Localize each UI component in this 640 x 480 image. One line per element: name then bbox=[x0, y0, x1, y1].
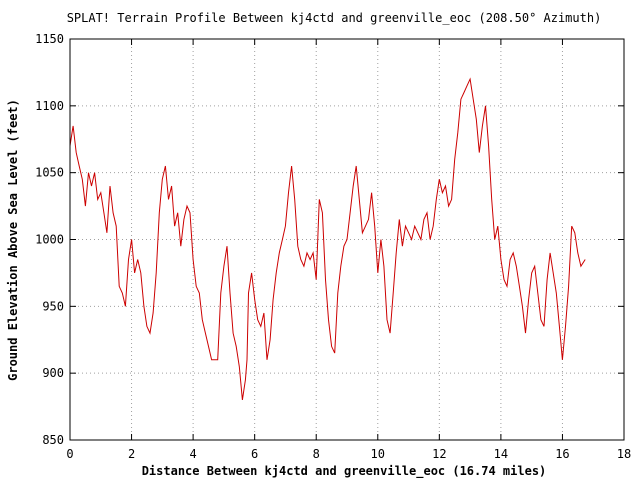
y-axis-ticks: 850 900 950 1000 1050 1100 1150 bbox=[35, 32, 624, 447]
x-tick-label: 0 bbox=[66, 447, 73, 461]
chart-title: SPLAT! Terrain Profile Between kj4ctd an… bbox=[67, 11, 602, 25]
x-tick-label: 18 bbox=[617, 447, 631, 461]
y-tick-label: 950 bbox=[42, 299, 64, 313]
y-tick-label: 1150 bbox=[35, 32, 64, 46]
y-axis-label: Ground Elevation Above Sea Level (feet) bbox=[6, 99, 20, 381]
x-tick-label: 4 bbox=[189, 447, 196, 461]
y-tick-label: 850 bbox=[42, 433, 64, 447]
x-tick-label: 2 bbox=[128, 447, 135, 461]
x-tick-label: 10 bbox=[371, 447, 385, 461]
x-tick-label: 16 bbox=[555, 447, 569, 461]
terrain-profile-line bbox=[69, 77, 586, 400]
y-tick-label: 900 bbox=[42, 366, 64, 380]
x-tick-label: 14 bbox=[494, 447, 508, 461]
x-axis-label: Distance Between kj4ctd and greenville_e… bbox=[142, 464, 547, 479]
x-tick-label: 8 bbox=[313, 447, 320, 461]
y-tick-label: 1100 bbox=[35, 99, 64, 113]
x-tick-label: 12 bbox=[432, 447, 446, 461]
y-tick-label: 1000 bbox=[35, 233, 64, 247]
y-tick-label: 1050 bbox=[35, 166, 64, 180]
x-tick-label: 6 bbox=[251, 447, 258, 461]
x-axis-ticks: 0 2 4 6 8 10 12 14 16 18 bbox=[66, 39, 631, 461]
